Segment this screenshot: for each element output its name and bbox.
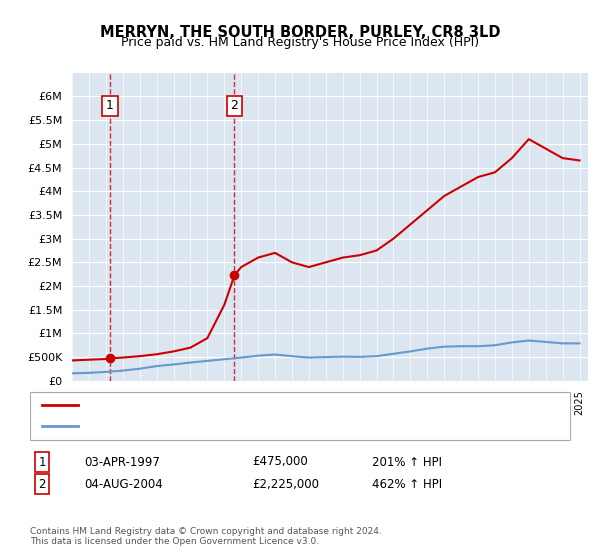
Text: MERRYN, THE SOUTH BORDER, PURLEY, CR8 3LD: MERRYN, THE SOUTH BORDER, PURLEY, CR8 3L… bbox=[100, 25, 500, 40]
Text: 2: 2 bbox=[230, 100, 238, 113]
Text: 2: 2 bbox=[38, 478, 46, 491]
Text: HPI: Average price, detached house, Croydon: HPI: Average price, detached house, Croy… bbox=[87, 421, 323, 431]
Text: 03-APR-1997: 03-APR-1997 bbox=[84, 455, 160, 469]
Text: 1: 1 bbox=[106, 100, 114, 113]
Text: 1: 1 bbox=[38, 455, 46, 469]
Text: £2,225,000: £2,225,000 bbox=[252, 478, 319, 491]
Text: 04-AUG-2004: 04-AUG-2004 bbox=[84, 478, 163, 491]
Text: 201% ↑ HPI: 201% ↑ HPI bbox=[372, 455, 442, 469]
Text: MERRYN, THE SOUTH BORDER, PURLEY, CR8 3LD (detached house): MERRYN, THE SOUTH BORDER, PURLEY, CR8 3L… bbox=[87, 400, 436, 410]
Text: 462% ↑ HPI: 462% ↑ HPI bbox=[372, 478, 442, 491]
Text: £475,000: £475,000 bbox=[252, 455, 308, 469]
Text: Contains HM Land Registry data © Crown copyright and database right 2024.
This d: Contains HM Land Registry data © Crown c… bbox=[30, 526, 382, 546]
Text: Price paid vs. HM Land Registry's House Price Index (HPI): Price paid vs. HM Land Registry's House … bbox=[121, 36, 479, 49]
